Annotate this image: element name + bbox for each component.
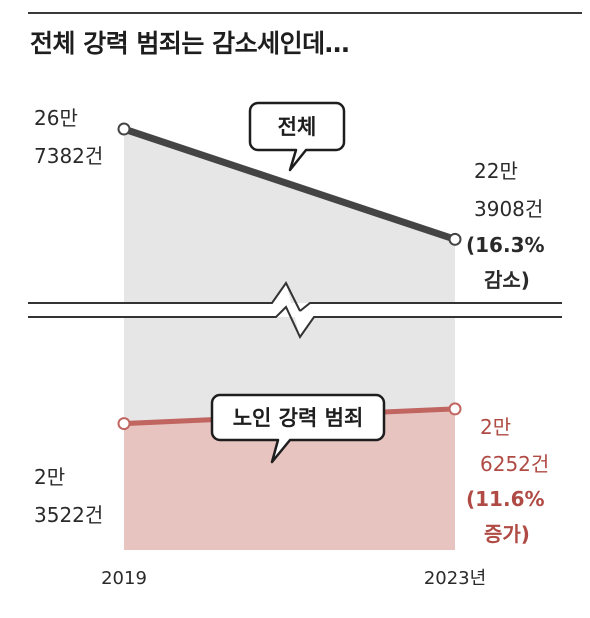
axis-break-zigzag-fill xyxy=(272,283,314,337)
elderly-callout-label: 노인 강력 범죄 xyxy=(233,406,364,430)
elderly-area xyxy=(124,408,455,550)
total-end-label-line1: 22만 xyxy=(474,159,518,183)
chart-title: 전체 강력 범죄는 감소세인데… xyxy=(30,29,350,58)
elderly-callout: 노인 강력 범죄 xyxy=(210,393,386,464)
total-end-point xyxy=(448,232,462,246)
elderly-change-label-line2: 증가) xyxy=(484,522,530,546)
elderly-start-label-line1: 2만 xyxy=(34,465,65,489)
total-callout: 전체 xyxy=(248,101,346,172)
elderly-start-label-line2: 3522건 xyxy=(34,503,103,527)
axis-break xyxy=(28,281,562,339)
total-end-label-line2: 3908건 xyxy=(474,197,543,221)
total-start-label-line1: 26만 xyxy=(34,106,78,130)
total-change-label-line1: (16.3% xyxy=(466,233,545,257)
x-tick-label-2023: 2023년 xyxy=(424,568,486,589)
total-callout-label: 전체 xyxy=(278,115,317,139)
total-line xyxy=(120,125,459,243)
total-change-label-line2: 감소) xyxy=(484,268,530,292)
elderly-end-label-line1: 2만 xyxy=(480,415,511,439)
elderly-start-point xyxy=(117,417,131,431)
elderly-change-label-line1: (11.6% xyxy=(466,487,545,511)
elderly-end-point xyxy=(448,402,462,416)
elderly-end-label-line2: 6252건 xyxy=(480,452,549,476)
total-start-point xyxy=(117,122,131,136)
total-start-label-line2: 7382건 xyxy=(34,144,103,168)
axis-break-band xyxy=(28,303,562,317)
top-rule xyxy=(28,12,582,14)
x-tick-label-2019: 2019 xyxy=(101,568,147,589)
